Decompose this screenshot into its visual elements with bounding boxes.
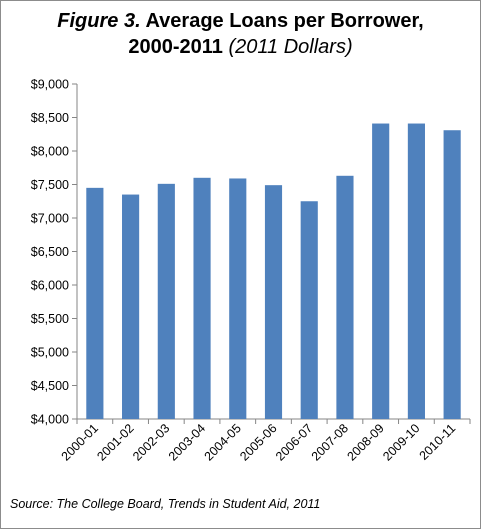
x-tick-label: 2010-11 (417, 421, 459, 463)
bar-2004-05 (229, 178, 247, 419)
y-tick-label: $4,000 (31, 413, 69, 427)
bar-2009-10 (407, 123, 425, 419)
y-tick-label: $7,500 (31, 178, 69, 192)
x-tick-label: 2002-03 (130, 421, 172, 463)
title-years: 2000-2011 (128, 36, 223, 58)
bar-2001-02 (122, 194, 140, 419)
bars (86, 123, 461, 420)
bar-2000-01 (86, 187, 104, 419)
x-tick-label: 2009-10 (380, 421, 422, 463)
x-tick-label: 2003-04 (166, 421, 208, 463)
x-tick-label: 2006-07 (273, 421, 315, 463)
y-tick-label: $7,000 (31, 212, 69, 226)
bar-2008-09 (372, 123, 390, 419)
title-figure-number: Figure 3. (57, 10, 141, 32)
y-tick-label: $5,500 (31, 312, 69, 326)
y-tick-label: $6,500 (31, 245, 69, 259)
y-tick-label: $8,500 (31, 111, 69, 125)
source-note: Source: The College Board, Trends in Stu… (10, 497, 321, 511)
y-tick-label: $6,000 (31, 279, 69, 293)
x-tick-label: 2008-09 (344, 421, 386, 463)
bar-2003-04 (193, 177, 211, 419)
bar-2005-06 (264, 185, 283, 419)
x-tick-label: 2007-08 (309, 421, 351, 463)
title-line-2: 2000-2011 (2011 Dollars) (0, 34, 481, 60)
x-tick-label: 2000-01 (59, 421, 101, 463)
title-line-1: Figure 3. Average Loans per Borrower, (0, 8, 481, 34)
y-tick-label: $5,000 (31, 346, 69, 360)
y-tick-label: $9,000 (31, 78, 69, 92)
bar-2010-11 (443, 130, 461, 420)
x-axis: 2000-012001-022002-032003-042004-052005-… (59, 418, 471, 464)
y-axis: $4,000 $4,500 $5,000 $5,500 $6,000 $6,500 $7,0… (31, 78, 78, 427)
y-tick-label: $4,500 (31, 379, 69, 393)
x-tick-label: 2001-02 (94, 421, 136, 463)
y-tick-label: $8,000 (31, 145, 69, 159)
title-main: Average Loans per Borrower, (145, 10, 424, 32)
chart-title: Figure 3. Average Loans per Borrower, 20… (0, 8, 481, 60)
bar-2007-08 (336, 175, 354, 419)
title-units: (2011 Dollars) (228, 36, 353, 58)
x-tick-label: 2005-06 (237, 421, 279, 463)
bar-2006-07 (300, 201, 318, 419)
bar-2002-03 (157, 183, 175, 419)
x-tick-label: 2004-05 (202, 421, 244, 463)
